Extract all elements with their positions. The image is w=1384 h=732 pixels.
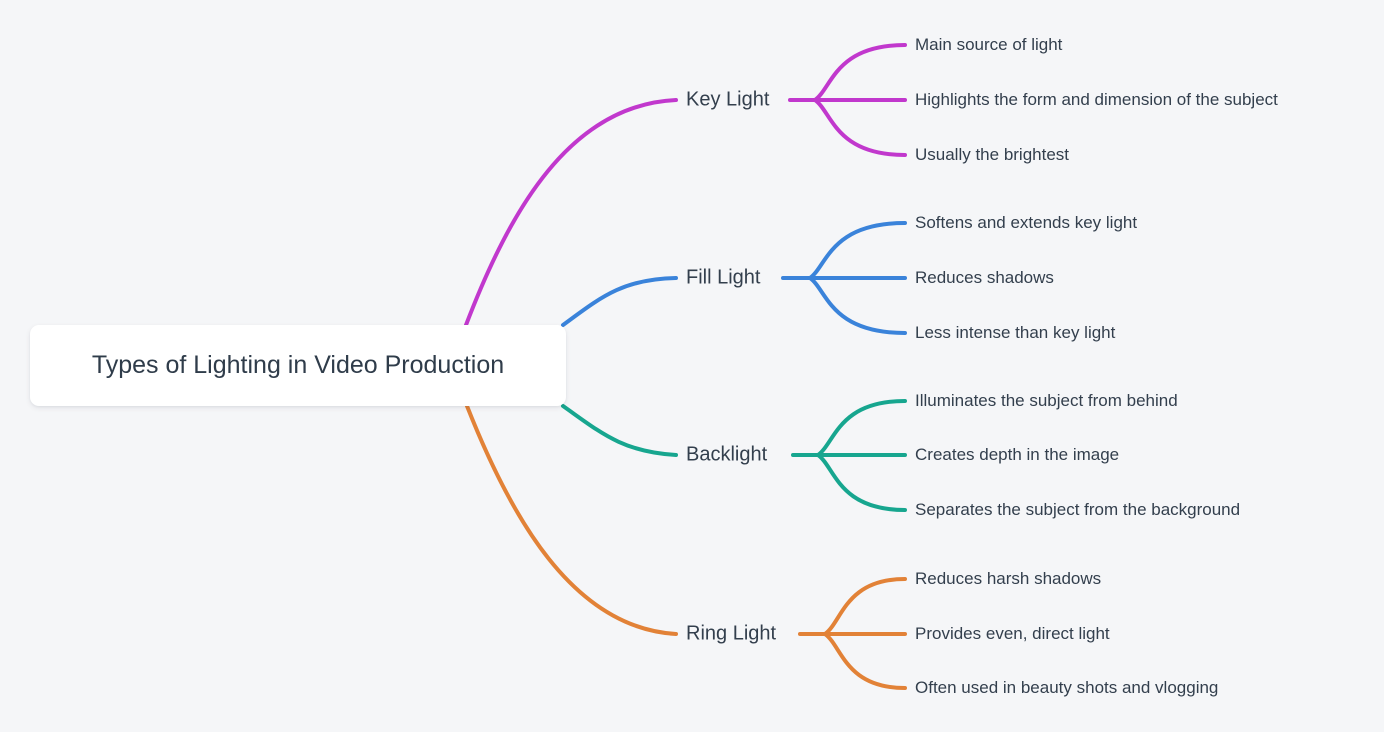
branch-3-main-curve xyxy=(465,404,678,636)
branch-0-main-curve xyxy=(464,98,678,327)
leaf-node-main-source-of-light[interactable]: Main source of light xyxy=(915,35,1063,54)
leaf-node-creates-depth[interactable]: Creates depth in the image xyxy=(915,445,1120,464)
leaf-node-provides-even-light[interactable]: Provides even, direct light xyxy=(915,624,1110,643)
branch-2-child-0-curve xyxy=(816,399,907,457)
branch-1-main-curve xyxy=(561,276,678,327)
root-node-label: Types of Lighting in Video Production xyxy=(91,351,505,379)
leaf-node-softens-extends-key-light[interactable]: Softens and extends key light xyxy=(915,213,1138,232)
branch-2-child-2-curve xyxy=(816,453,907,512)
branch-node-ring-light[interactable]: Ring Light xyxy=(686,622,777,645)
branch-1-child-0-curve xyxy=(808,221,907,280)
branch-0-child-2-curve xyxy=(813,98,907,157)
branch-3-child-0-curve xyxy=(823,577,907,636)
branch-node-key-light[interactable]: Key Light xyxy=(686,88,770,111)
leaf-node-less-intense[interactable]: Less intense than key light xyxy=(915,323,1116,342)
branch-node-fill-light[interactable]: Fill Light xyxy=(686,266,761,289)
leaf-node-beauty-shots-vlogging[interactable]: Often used in beauty shots and vlogging xyxy=(915,678,1219,697)
branch-0-child-0-curve xyxy=(813,43,907,102)
branch-2-main-curve xyxy=(561,404,678,457)
leaf-node-usually-brightest[interactable]: Usually the brightest xyxy=(915,145,1070,164)
branch-node-backlight[interactable]: Backlight xyxy=(686,443,768,466)
branch-1-child-2-curve xyxy=(808,276,907,335)
leaf-node-reduces-harsh-shadows[interactable]: Reduces harsh shadows xyxy=(915,569,1102,588)
leaf-node-separates-subject[interactable]: Separates the subject from the backgroun… xyxy=(915,500,1241,519)
leaf-node-illuminates-from-behind[interactable]: Illuminates the subject from behind xyxy=(915,391,1178,410)
branch-3-child-2-curve xyxy=(823,632,907,690)
leaf-node-reduces-shadows[interactable]: Reduces shadows xyxy=(915,268,1054,287)
leaf-node-highlights-form-dimension[interactable]: Highlights the form and dimension of the… xyxy=(915,90,1278,109)
root-node[interactable]: Types of Lighting in Video Production xyxy=(30,325,566,406)
